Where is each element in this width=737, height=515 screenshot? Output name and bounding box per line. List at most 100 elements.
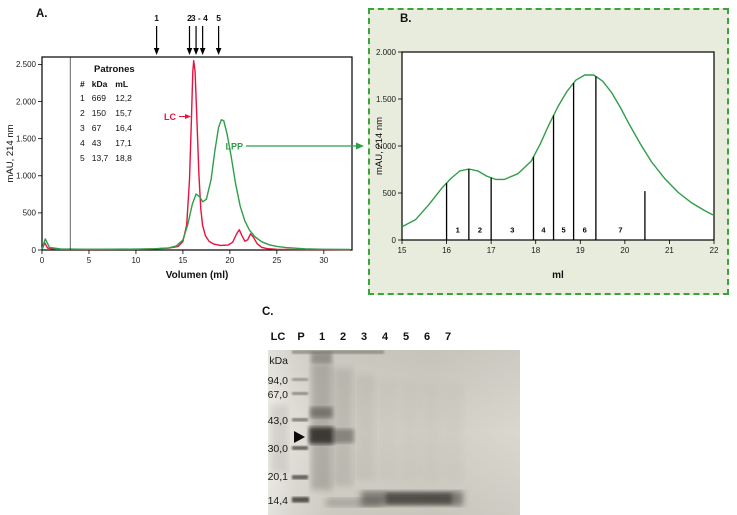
bottom-front-smear-core [386,493,452,504]
plot-area [401,51,715,241]
legend-cell: 3 [80,122,85,133]
legend-cell: 669 [91,92,106,103]
gel-image [268,350,520,515]
sample-arrow-label: 1 [154,13,159,23]
sample-arrow-head-icon [186,48,193,55]
lc-arrow-head-icon [185,114,191,119]
x-tick-label: 16 [442,246,451,255]
fraction-label-box [558,224,569,235]
panel-b-label: B. [400,13,412,25]
lane-4-smear [377,380,397,480]
legend-cell: 1 [80,92,85,103]
x-tick-label: 20 [620,246,629,255]
panel-a-legend: Patrones # kDa mL 1 669 12,2 2 150 15,7 3 67 16,4 4 4… [80,64,139,165]
gel-background [268,350,520,515]
gel-lane-label: P [297,331,305,343]
gel-lane-label: 1 [318,331,326,343]
gel-marker-label: 20,1 [267,471,288,483]
y-tick-label: 1.500 [16,134,37,143]
y-tick-label: 1.000 [376,142,397,151]
y-tick-label: 0 [32,246,37,255]
sample-arrow-label: 2 [187,13,192,23]
fraction-number-label: 6 [583,226,587,235]
y-tick-label: 0 [392,236,397,245]
curve-LPP [41,118,351,251]
lpp-arrow-head-icon [356,142,364,150]
fraction-number-label: 2 [478,226,482,235]
gel-marker-label: 30,0 [267,443,288,455]
legend-cell: 17,1 [115,137,132,148]
bottom-front-smear-left [326,498,381,507]
legend-header-cell: kDa [91,79,108,89]
lane-1-main-band [309,427,334,444]
sample-arrow-label: 5 [216,13,221,23]
legend-cell: 5 [80,152,85,163]
ladder-band-67 [292,392,308,395]
legend-cell: 150 [91,107,106,118]
sample-arrow-head-icon [193,48,199,55]
y-axis-title: mAU, 214 nm [374,117,385,175]
fraction-label-box [475,224,485,235]
x-tick-label: 17 [487,246,496,255]
gel-lane-label: 2 [339,331,347,343]
band-arrow-icon [294,431,305,443]
legend-cell: 4 [80,137,85,148]
gel-lane-label: 4 [381,331,389,343]
gel-shading [268,350,520,515]
gel-lane-label: 7 [444,331,452,343]
gel-marker-label: 43,0 [267,415,288,427]
x-tick-label: 25 [272,256,281,265]
x-tick-label: 30 [319,256,328,265]
panel-b-zoom-box: B. 0 500 1.000 1.500 2.000 15 16 17 18 19 20 21 22 ml… [368,8,729,295]
plot-area [41,56,353,251]
legend-row: 4 43 17,1 [80,135,139,150]
gel-lane-label: 5 [402,331,410,343]
x-tick-label: 15 [178,256,187,265]
lane-7-smear [443,384,463,480]
legend-cell: 2 [80,107,85,118]
fraction-label-box [452,224,463,235]
bottom-front-smear [361,491,463,506]
gel-kda-header: kDa [269,355,288,367]
lane-6-smear [421,384,441,480]
gel-lane-label: 6 [423,331,431,343]
legend-cell: 13,7 [91,152,109,163]
sample-arrow-head-icon [153,48,160,55]
gel-marker-label: 67,0 [267,389,288,401]
legend-cell: 16,4 [115,122,132,133]
y-tick-label: 2.000 [16,97,37,106]
legend-cell: 18,8 [115,152,132,163]
y-tick-label: 1.000 [16,172,37,181]
y-tick-label: 2.500 [16,60,37,69]
legend-row: 2 150 15,7 [80,105,139,120]
lane-1-upper-band [310,407,333,418]
legend-cell: 67 [91,122,102,133]
lpp-peak-label: LPP [225,142,243,152]
legend-title: Patrones [94,64,135,75]
y-axis-title: mAU, 214 nm [5,124,16,182]
lc-peak-label: LC [164,112,176,122]
fraction-number-label: 3 [510,226,514,235]
lane-3-smear [355,375,375,480]
ladder-band-20 [292,475,308,480]
panel-c-label: C. [262,306,274,318]
fraction-label-box [615,224,626,235]
x-axis-title: Volumen (ml) [166,270,229,281]
lane-1-smear [311,362,332,490]
legend-table: # kDa mL 1 669 12,2 2 150 15,7 3 67 16,4 4 43 17,1 5 13,… [80,78,139,165]
gel-marker-label: 14,4 [267,495,288,507]
gel-marker-label: 94,0 [267,375,288,387]
sample-arrow-head-icon [199,48,206,55]
sample-arrow-head-icon [215,48,222,55]
x-tick-label: 19 [576,246,585,255]
x-tick-label: 20 [225,256,234,265]
legend-cell: 15,7 [115,107,132,118]
panel-a-label: A. [36,8,48,20]
fraction-label-box [579,224,590,235]
gel-wells [292,350,384,354]
y-tick-label: 500 [23,209,37,218]
fraction-label-box [538,224,549,235]
